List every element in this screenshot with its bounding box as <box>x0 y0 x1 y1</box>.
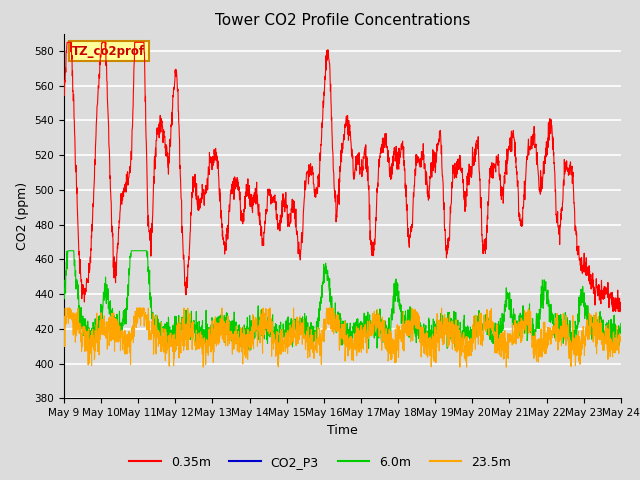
Text: TZ_co2prof: TZ_co2prof <box>72 45 145 58</box>
Y-axis label: CO2 (ppm): CO2 (ppm) <box>16 182 29 250</box>
Legend: 0.35m, CO2_P3, 6.0m, 23.5m: 0.35m, CO2_P3, 6.0m, 23.5m <box>124 451 516 474</box>
Title: Tower CO2 Profile Concentrations: Tower CO2 Profile Concentrations <box>214 13 470 28</box>
X-axis label: Time: Time <box>327 424 358 437</box>
